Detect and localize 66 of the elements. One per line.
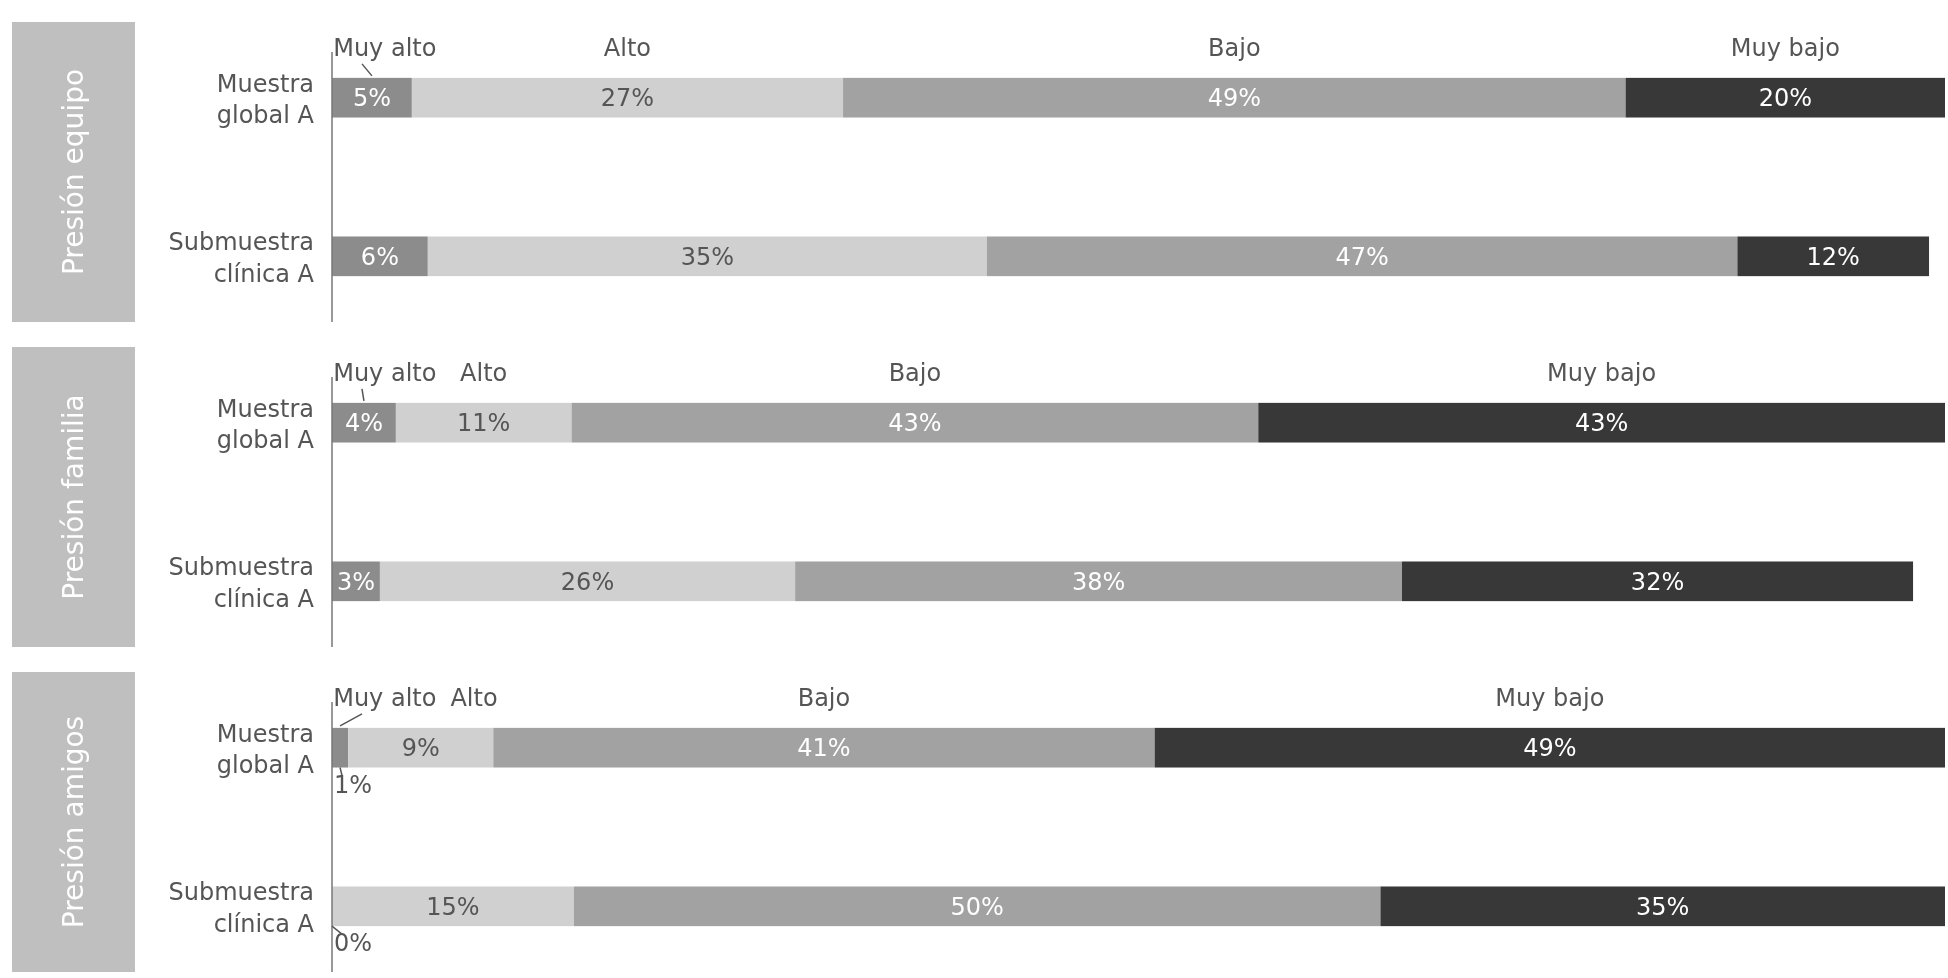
- series-label: Bajo: [1208, 33, 1261, 62]
- bar: [411, 77, 844, 118]
- bar: [795, 561, 1403, 602]
- data-label: 1%: [334, 770, 373, 799]
- bar: [843, 77, 1626, 118]
- series-label: Bajo: [797, 683, 851, 712]
- data-label: 12%: [1806, 242, 1860, 271]
- y-tick-label: Muestra global A: [216, 719, 315, 779]
- bar: [1154, 727, 1945, 768]
- bar: [1380, 886, 1945, 927]
- data-label: 9%: [401, 734, 440, 763]
- series-label: Muy alto: [333, 358, 437, 387]
- bar: [571, 402, 1259, 443]
- data-label: 27%: [600, 84, 655, 113]
- data-label: 3%: [336, 567, 375, 596]
- bar: [332, 727, 349, 768]
- data-label: 49%: [1523, 734, 1577, 763]
- data-label: 50%: [950, 892, 1004, 921]
- data-label: 11%: [457, 409, 511, 438]
- annotation: 0%: [334, 929, 373, 958]
- data-label: 35%: [680, 242, 734, 271]
- data-label: 6%: [360, 242, 399, 271]
- data-label: 32%: [1630, 567, 1685, 596]
- bar: [427, 236, 987, 277]
- data-label: 26%: [560, 567, 615, 596]
- data-label: 38%: [1071, 567, 1126, 596]
- bar: [379, 561, 796, 602]
- series-label: Muy bajo: [1730, 33, 1840, 62]
- data-label: 49%: [1207, 84, 1261, 113]
- y-tick-label: Muestra global A: [216, 69, 315, 129]
- data-label: 43%: [888, 409, 942, 438]
- data-label: 15%: [426, 892, 480, 921]
- bar: [493, 727, 1155, 768]
- y-tick-label: Muestra global A: [216, 394, 315, 454]
- series-label: Muy alto: [333, 33, 437, 62]
- series-label: Alto: [460, 358, 508, 387]
- data-label: 35%: [1636, 892, 1690, 921]
- bar: [332, 886, 574, 927]
- text: Presión equipo: [56, 68, 90, 276]
- bar: [1402, 561, 1914, 602]
- series-label: Muy bajo: [1495, 683, 1605, 712]
- series-label: Alto: [450, 683, 498, 712]
- bar: [332, 236, 428, 277]
- text: Presión familia: [56, 394, 90, 600]
- data-label: 20%: [1758, 84, 1812, 113]
- data-label: 41%: [797, 734, 851, 763]
- series-label: Muy bajo: [1547, 358, 1657, 387]
- series-label: Bajo: [888, 358, 942, 387]
- bar: [573, 886, 1381, 927]
- data-label: 4%: [344, 409, 383, 438]
- data-label: 5%: [352, 84, 391, 113]
- series-label: Muy alto: [333, 683, 437, 712]
- bar: [986, 236, 1738, 277]
- bar: [332, 77, 412, 118]
- data-label: 43%: [1574, 409, 1629, 438]
- text: Presión amigos: [56, 715, 90, 929]
- y-tick-label: Submuestra clínica A: [168, 228, 315, 288]
- y-tick-label: Submuestra clínica A: [168, 553, 315, 613]
- bar: [1258, 402, 1945, 443]
- y-tick-label: Submuestra clínica A: [168, 878, 315, 938]
- data-label: 47%: [1335, 242, 1389, 271]
- series-label: Alto: [603, 33, 652, 62]
- bar: [348, 727, 494, 768]
- bar: [1737, 236, 1930, 277]
- bar: [395, 402, 572, 443]
- bar: [1625, 77, 1945, 118]
